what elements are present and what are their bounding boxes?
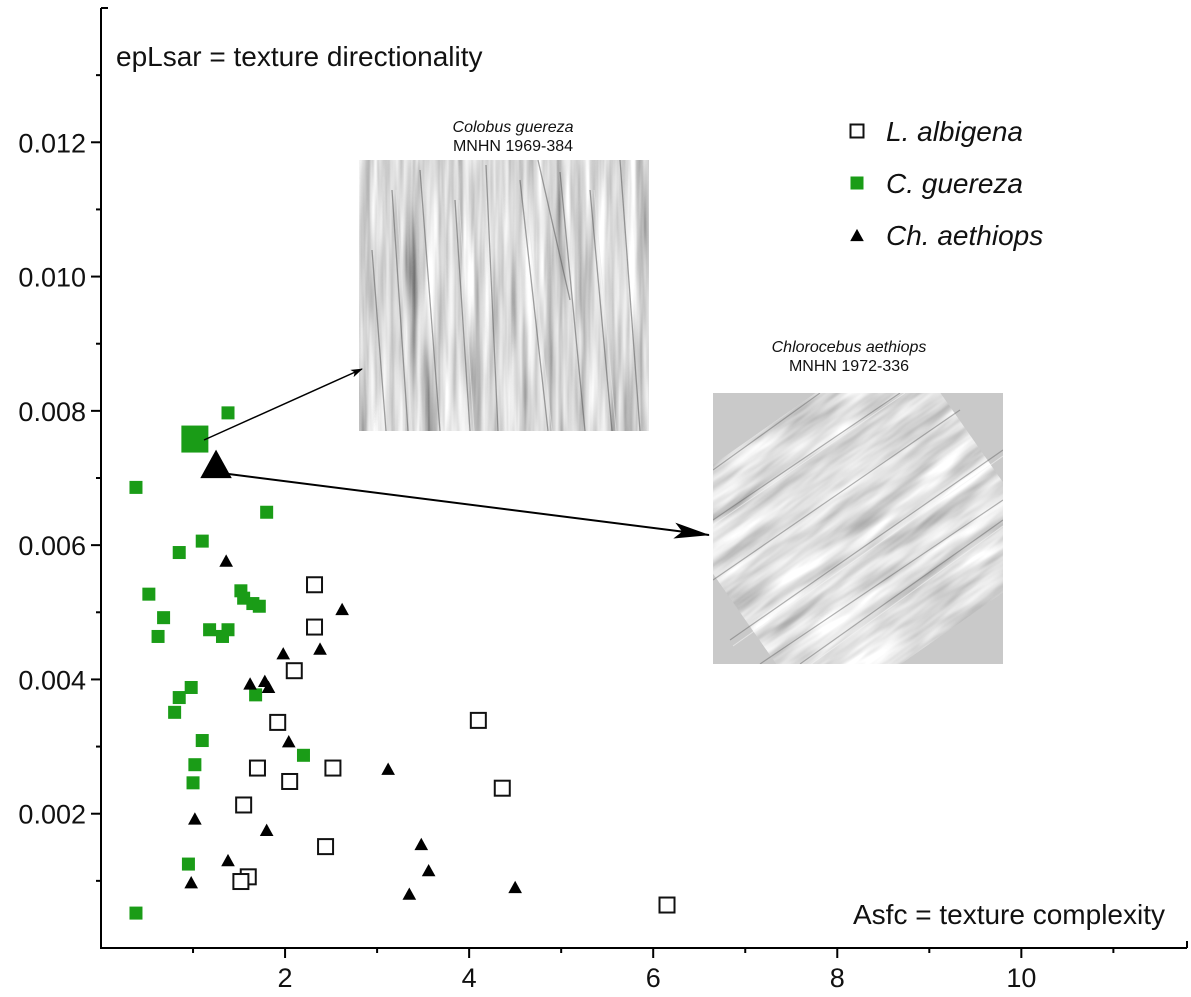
arrow-to-chlorocebus-inset [212, 471, 710, 539]
data-point-l-albigena [248, 759, 266, 777]
inset-colobus-subtitle: MNHN 1969-384 [453, 138, 573, 155]
data-point-c-guereza [195, 734, 209, 748]
arrow-to-colobus-inset [203, 368, 363, 441]
data-point-ch-aethiops [184, 876, 199, 889]
data-point-ch-aethiops [414, 837, 429, 851]
data-point-l-albigena [658, 896, 676, 914]
data-point-c-guereza [249, 688, 263, 702]
data-point-c-guereza [129, 480, 143, 494]
data-point-l-albigena [269, 713, 287, 731]
data-point-ch-aethiops [261, 680, 276, 693]
data-point-ch-aethiops [402, 887, 417, 900]
data-point-c-guereza [129, 906, 143, 920]
data-point-l-albigena [306, 576, 324, 594]
data-point-l-albigena [235, 796, 253, 814]
data-point-l-albigena [232, 873, 250, 891]
data-point-ch-aethiops [421, 863, 436, 877]
y-tick-label: 0.004 [18, 665, 86, 695]
inset-chlorocebus-image [713, 393, 1003, 664]
inset-colobus-image [359, 160, 649, 431]
data-point-c-guereza [184, 680, 198, 694]
data-point-l-albigena [493, 779, 511, 797]
data-point-c-guereza [195, 534, 209, 548]
inset-chlorocebus: Chlorocebus aethiops MNHN 1972-336 [713, 339, 1003, 664]
data-point-c-guereza [221, 406, 235, 420]
x-tick-label: 2 [278, 963, 293, 993]
data-point-c-guereza [188, 758, 202, 772]
y-tick-label: 0.008 [18, 397, 86, 427]
data-point-c-guereza [151, 629, 165, 643]
data-point-ch-aethiops [188, 812, 202, 825]
legend-marker-l-albigena [849, 123, 865, 139]
data-point-c-guereza [296, 748, 310, 762]
data-point-ch-aethiops [219, 554, 233, 567]
x-axis-ticks: 2 4 6 8 10 [192, 948, 1115, 993]
data-point-ch-aethiops [381, 762, 395, 775]
x-axis-title: Asfc = texture complexity [853, 899, 1165, 930]
x-tick-label: 10 [1006, 963, 1036, 993]
data-point-c-guereza [221, 623, 235, 637]
legend-label-ch-aethiops: Ch. aethiops [886, 220, 1043, 251]
highlighted-specimen-point [181, 425, 209, 453]
data-point-l-albigena [306, 618, 324, 636]
data-point-c-guereza [260, 505, 274, 519]
inset-colobus: Colobus guereza MNHN 1969-384 [359, 119, 649, 431]
data-point-c-guereza [157, 611, 171, 625]
data-point-ch-aethiops [259, 823, 274, 837]
y-tick-label: 0.002 [18, 800, 86, 830]
data-point-c-guereza [142, 587, 156, 601]
legend: L. albigena C. guereza Ch. aethiops [849, 116, 1043, 251]
data-point-c-guereza [252, 599, 266, 613]
inset-chlorocebus-title: Chlorocebus aethiops [772, 339, 927, 356]
data-point-ch-aethiops [276, 647, 291, 660]
data-point-ch-aethiops [281, 735, 296, 748]
inset-colobus-title: Colobus guereza [453, 119, 574, 136]
legend-label-l-albigena: L. albigena [886, 116, 1023, 147]
y-tick-label: 0.012 [18, 128, 86, 158]
data-point-l-albigena [281, 772, 299, 790]
data-point-c-guereza [203, 623, 217, 637]
y-tick-label: 0.006 [18, 531, 86, 561]
legend-label-c-guereza: C. guereza [886, 168, 1023, 199]
data-point-l-albigena [469, 711, 487, 729]
inset-chlorocebus-subtitle: MNHN 1972-336 [789, 358, 909, 375]
data-point-ch-aethiops [313, 642, 327, 655]
data-point-ch-aethiops [335, 602, 349, 616]
legend-marker-c-guereza [850, 176, 864, 190]
y-axis-ticks: 0.002 0.004 0.006 0.008 0.010 0.012 [18, 74, 101, 882]
data-point-c-guereza [172, 546, 186, 560]
data-point-c-guereza [181, 857, 195, 871]
y-axis-title: epLsar = texture directionality [116, 41, 483, 72]
data-points [129, 406, 676, 920]
data-point-l-albigena [285, 662, 303, 680]
data-point-ch-aethiops [221, 853, 235, 867]
y-tick-label: 0.010 [18, 263, 86, 293]
data-point-l-albigena [317, 838, 335, 856]
x-tick-label: 6 [646, 963, 661, 993]
x-tick-label: 8 [830, 963, 845, 993]
data-point-c-guereza [186, 776, 200, 790]
data-point-ch-aethiops [508, 880, 522, 894]
data-point-c-guereza [168, 705, 182, 719]
data-point-l-albigena [324, 759, 342, 777]
legend-marker-ch-aethiops [850, 228, 864, 242]
x-tick-label: 4 [462, 963, 477, 993]
highlighted-specimen-point [200, 449, 232, 479]
data-point-ch-aethiops [243, 677, 257, 690]
data-point-c-guereza [172, 691, 186, 705]
